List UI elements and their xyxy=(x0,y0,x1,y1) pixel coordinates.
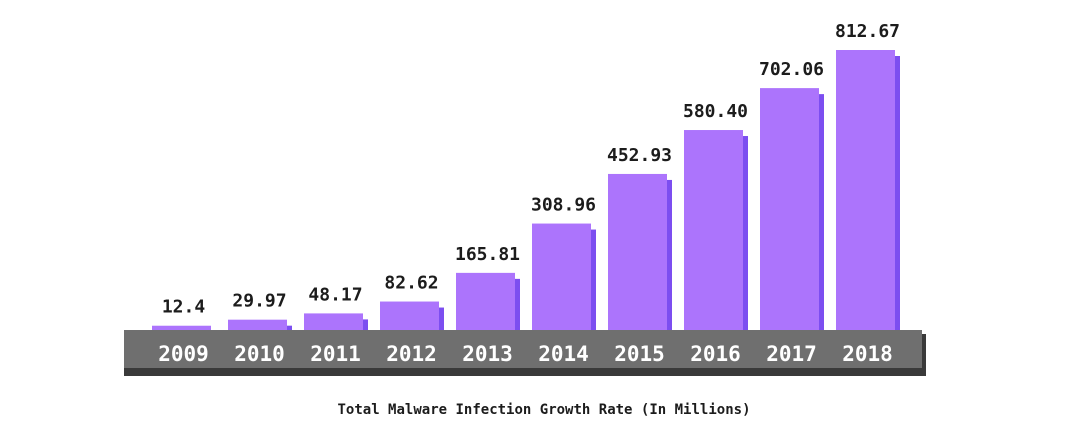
value-labels: 12.4 29.97 48.17 82.62 165.81 308.96 452.93 580… xyxy=(162,21,900,318)
x-tick-label-2011: 2011 xyxy=(310,342,361,366)
bar-2018 xyxy=(836,50,895,330)
x-tick-label-2013: 2013 xyxy=(462,342,513,366)
value-label-2011: 48.17 xyxy=(308,284,362,305)
bar-2016 xyxy=(684,130,743,330)
value-label-2017: 702.06 xyxy=(759,59,824,80)
value-label-2015: 452.93 xyxy=(607,145,672,166)
x-tick-label-2014: 2014 xyxy=(538,342,589,366)
bar-2014 xyxy=(532,223,591,330)
x-axis-band xyxy=(124,330,922,368)
x-tick-label-2009: 2009 xyxy=(158,342,209,366)
x-axis xyxy=(124,330,926,376)
bar-2013 xyxy=(456,272,515,330)
x-tick-label-2016: 2016 xyxy=(690,342,741,366)
value-label-2016: 580.40 xyxy=(683,101,748,122)
bar-2009 xyxy=(152,325,211,330)
bar-2011 xyxy=(304,313,363,330)
value-label-2013: 165.81 xyxy=(455,244,520,265)
value-label-2009: 12.4 xyxy=(162,297,206,318)
bar-2012 xyxy=(380,301,439,330)
value-label-2010: 29.97 xyxy=(232,291,286,312)
value-label-2014: 308.96 xyxy=(531,195,596,216)
bar-2010 xyxy=(228,319,287,330)
bar-2017 xyxy=(760,88,819,331)
x-tick-label-2010: 2010 xyxy=(234,342,285,366)
x-tick-label-2012: 2012 xyxy=(386,342,437,366)
x-tick-label-2018: 2018 xyxy=(842,342,893,366)
bar-2015 xyxy=(608,173,667,330)
chart-title: Total Malware Infection Growth Rate (In … xyxy=(337,402,750,418)
x-tick-label-2017: 2017 xyxy=(766,342,817,366)
x-tick-label-2015: 2015 xyxy=(614,342,665,366)
value-label-2012: 82.62 xyxy=(384,273,438,294)
x-tick-labels: 2009 2010 2011 2012 2013 2014 2015 2016 2017 2018 xyxy=(158,342,893,366)
value-label-2018: 812.67 xyxy=(835,21,900,42)
bars xyxy=(152,50,895,331)
